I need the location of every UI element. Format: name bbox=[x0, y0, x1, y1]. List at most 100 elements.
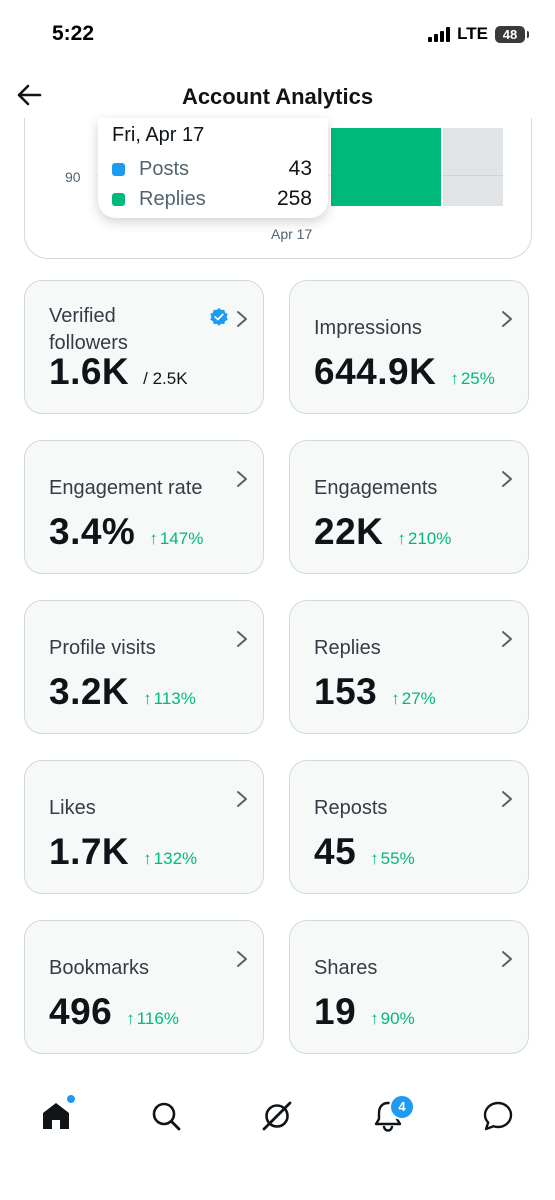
y-tick-label: 90 bbox=[65, 169, 81, 185]
tooltip-label: Replies bbox=[139, 187, 206, 210]
tooltip-label: Posts bbox=[139, 157, 190, 180]
x-tick-label: Apr 17 bbox=[271, 226, 313, 242]
metric-change: ↑ 27% bbox=[391, 689, 436, 709]
arrow-up-icon: ↑ bbox=[450, 369, 459, 388]
chart-bar-divider bbox=[443, 175, 503, 176]
metric-label: Reposts bbox=[314, 797, 388, 819]
metric-change-value: 90% bbox=[380, 1009, 415, 1028]
metric-change: ↑ 25% bbox=[450, 369, 495, 389]
metric-value: 153 bbox=[314, 671, 378, 712]
metric-card-likes[interactable]: Likes 1.7K ↑ 132% bbox=[24, 760, 264, 894]
metric-value-row: 644.9K ↑ 25% bbox=[314, 351, 495, 393]
metric-label: Profile visits bbox=[49, 637, 156, 659]
metric-value: 644.9K bbox=[314, 351, 437, 392]
battery-icon: 48 bbox=[495, 25, 529, 43]
header: Account Analytics bbox=[0, 70, 555, 128]
nav-search[interactable] bbox=[142, 1092, 190, 1140]
status-time: 5:22 bbox=[52, 22, 95, 45]
metric-value-row: 22K ↑ 210% bbox=[314, 511, 451, 553]
chevron-right-icon bbox=[237, 471, 247, 487]
metric-card-replies[interactable]: Replies 153 ↑ 27% bbox=[289, 600, 529, 734]
metric-change: ↑ 132% bbox=[143, 849, 197, 869]
metric-total: / 2.5K bbox=[143, 369, 188, 388]
arrow-up-icon: ↑ bbox=[370, 1009, 379, 1028]
tooltip-row-posts: Posts 43 bbox=[112, 156, 312, 182]
messages-icon bbox=[483, 1101, 513, 1131]
metric-change: ↑ 55% bbox=[370, 849, 415, 869]
metric-card-engagements[interactable]: Engagements 22K ↑ 210% bbox=[289, 440, 529, 574]
back-button[interactable] bbox=[12, 78, 46, 112]
back-arrow-icon bbox=[17, 84, 42, 106]
metric-change-value: 210% bbox=[407, 529, 452, 548]
metric-change-value: 113% bbox=[153, 689, 196, 708]
metric-label: Bookmarks bbox=[49, 957, 150, 979]
metric-card-verified-followers[interactable]: Verified followers 1.6K / 2.5K bbox=[24, 280, 264, 414]
metric-value: 1.6K bbox=[49, 351, 130, 392]
chart-bar-next[interactable] bbox=[443, 128, 503, 206]
grok-icon bbox=[262, 1101, 292, 1131]
tooltip-date: Fri, Apr 17 bbox=[112, 124, 205, 146]
metric-value-row: 496 ↑ 116% bbox=[49, 991, 179, 1033]
chevron-right-icon bbox=[237, 791, 247, 807]
metric-change: ↑ 210% bbox=[397, 529, 451, 549]
metric-card-profile-visits[interactable]: Profile visits 3.2K ↑ 113% bbox=[24, 600, 264, 734]
metric-value-row: 3.2K ↑ 113% bbox=[49, 671, 196, 713]
metric-card-shares[interactable]: Shares 19 ↑ 90% bbox=[289, 920, 529, 1054]
metric-change: ↑ 113% bbox=[143, 689, 196, 709]
chart-bar-replies[interactable] bbox=[331, 128, 441, 206]
metric-change-value: 116% bbox=[136, 1009, 179, 1028]
metric-label: Engagement rate bbox=[49, 477, 203, 499]
metric-value-row: 3.4% ↑ 147% bbox=[49, 511, 203, 553]
bottom-nav: 4 bbox=[0, 1080, 555, 1155]
metric-change-value: 147% bbox=[159, 529, 204, 548]
metric-change: ↑ 147% bbox=[149, 529, 203, 549]
page-title: Account Analytics bbox=[181, 84, 374, 109]
metric-label: Impressions bbox=[314, 317, 422, 339]
verified-badge-icon bbox=[210, 308, 228, 326]
metric-value: 22K bbox=[314, 511, 384, 552]
nav-home[interactable] bbox=[32, 1092, 80, 1140]
chevron-right-icon bbox=[502, 791, 512, 807]
metric-label: Likes bbox=[49, 797, 96, 819]
chevron-right-icon bbox=[237, 311, 247, 327]
nav-notifications[interactable]: 4 bbox=[364, 1092, 415, 1140]
notification-badge: 4 bbox=[389, 1094, 415, 1120]
metric-label: Verified followers bbox=[49, 305, 128, 354]
metric-card-impressions[interactable]: Impressions 644.9K ↑ 25% bbox=[289, 280, 529, 414]
chevron-right-icon bbox=[502, 631, 512, 647]
metric-card-bookmarks[interactable]: Bookmarks 496 ↑ 116% bbox=[24, 920, 264, 1054]
metric-change: ↑ 116% bbox=[126, 1009, 179, 1029]
metric-card-reposts[interactable]: Reposts 45 ↑ 55% bbox=[289, 760, 529, 894]
metric-card-engagement-rate[interactable]: Engagement rate 3.4% ↑ 147% bbox=[24, 440, 264, 574]
nav-messages[interactable] bbox=[474, 1092, 522, 1140]
metric-value: 496 bbox=[49, 991, 113, 1032]
signal-icon bbox=[428, 26, 451, 42]
metric-value-row: 45 ↑ 55% bbox=[314, 831, 415, 873]
metric-label: Engagements bbox=[314, 477, 438, 499]
metric-value-row: 19 ↑ 90% bbox=[314, 991, 415, 1033]
arrow-up-icon: ↑ bbox=[143, 689, 152, 708]
metric-value: 1.7K bbox=[49, 831, 130, 872]
chart-tooltip: Fri, Apr 17 Posts 43 Replies 258 bbox=[98, 118, 328, 218]
tooltip-value: 258 bbox=[276, 187, 312, 210]
arrow-up-icon: ↑ bbox=[126, 1009, 135, 1028]
home-icon bbox=[43, 1103, 69, 1129]
metric-change-value: 25% bbox=[460, 369, 495, 388]
nav-grok[interactable] bbox=[253, 1092, 301, 1140]
arrow-up-icon: ↑ bbox=[397, 529, 406, 548]
tooltip-row-replies: Replies 258 bbox=[112, 186, 312, 212]
metric-change: ↑ 90% bbox=[370, 1009, 415, 1029]
arrow-up-icon: ↑ bbox=[370, 849, 379, 868]
metric-value-row: 1.7K ↑ 132% bbox=[49, 831, 197, 873]
arrow-up-icon: ↑ bbox=[149, 529, 158, 548]
status-indicators: LTE 48 bbox=[428, 24, 529, 44]
battery-level: 48 bbox=[502, 26, 518, 42]
metric-value-row: 1.6K / 2.5K bbox=[49, 351, 188, 393]
chevron-right-icon bbox=[237, 951, 247, 967]
metric-value: 3.4% bbox=[49, 511, 136, 552]
replies-swatch bbox=[112, 192, 125, 206]
tooltip-value: 43 bbox=[288, 157, 312, 180]
home-unread-dot bbox=[66, 1094, 76, 1104]
carrier-label: LTE bbox=[457, 24, 488, 43]
metric-label: Shares bbox=[314, 957, 378, 979]
